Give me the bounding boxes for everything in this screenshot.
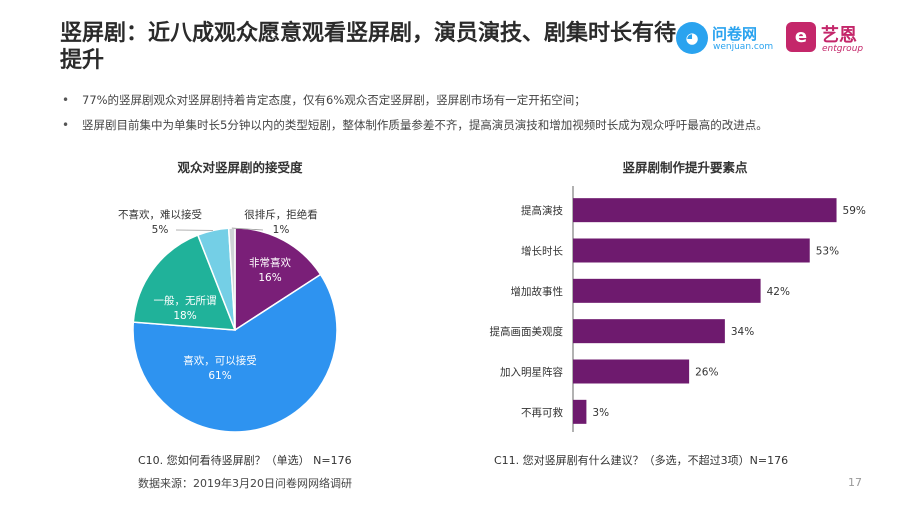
pie-slice-label: 喜欢，可以接受	[183, 354, 257, 367]
pie-slice-value: 1%	[273, 224, 290, 236]
wenjuan-logo-url: wenjuan.com	[713, 42, 774, 52]
slide-title: 竖屏剧：近八成观众愿意观看竖屏剧，演员演技、剧集时长有待提升	[60, 21, 677, 73]
pie-slice-label: 很排斥，拒绝看	[244, 208, 318, 221]
entgroup-logo-icon: e	[786, 22, 816, 52]
data-source: 数据来源：2019年3月20日问卷网网络调研	[138, 477, 352, 490]
wenjuan-logo: ◕ 问卷网 wenjuan.com	[676, 20, 780, 60]
pie-leader-line	[231, 227, 264, 231]
pie-slice	[132, 234, 237, 331]
pie-slice-value: 5%	[152, 224, 169, 236]
entgroup-logo-name: 艺恩	[821, 25, 857, 46]
entgroup-logo: e 艺恩 entgroup	[786, 20, 876, 60]
bullet-item: • 77%的竖屏剧观众对竖屏剧持着肯定态度，仅有6%观众否定竖屏剧，竖屏剧市场有…	[60, 92, 850, 108]
pie-chart-question: C10. 您如何看待竖屏剧？（单选） N=176	[138, 454, 352, 467]
bullet-text: 77%的竖屏剧观众对竖屏剧持着肯定态度，仅有6%观众否定竖屏剧，竖屏剧市场有一定…	[82, 93, 586, 107]
pie-slice	[132, 273, 338, 433]
pie-slice-value: 61%	[208, 370, 231, 382]
pie-slice-label: 一般，无所谓	[154, 294, 217, 307]
pie-slice-value: 18%	[173, 310, 196, 322]
pie-slice-label: 不喜欢，难以接受	[118, 208, 202, 221]
pie-slice-value: 16%	[258, 272, 281, 284]
bullet-dot-icon: •	[62, 118, 70, 132]
bullet-item: • 竖屏剧目前集中为单集时长5分钟以内的类型短剧，整体制作质量参差不齐，提高演员…	[60, 117, 850, 133]
pie-chart-title: 观众对竖屏剧的接受度	[177, 160, 303, 175]
bullet-dot-icon: •	[62, 93, 70, 107]
entgroup-logo-sub: entgroup	[822, 44, 864, 54]
summary-bullets: • 77%的竖屏剧观众对竖屏剧持着肯定态度，仅有6%观众否定竖屏剧，竖屏剧市场有…	[60, 92, 850, 142]
page-number: 17	[848, 476, 862, 489]
wenjuan-logo-name: 问卷网	[712, 25, 758, 43]
bar-chart-question: C11. 您对竖屏剧有什么建议？（多选，不超过3项）N=176	[494, 454, 789, 467]
pie-slice	[234, 227, 322, 332]
pie-slice-label: 非常喜欢	[249, 256, 291, 269]
bar-chart-title: 竖屏剧制作提升要素点	[622, 160, 748, 175]
bullet-text: 竖屏剧目前集中为单集时长5分钟以内的类型短剧，整体制作质量参差不齐，提高演员演技…	[82, 118, 768, 132]
partner-logos: ◕ 问卷网 wenjuan.com e 艺恩 entgroup	[676, 18, 876, 62]
wenjuan-logo-icon: ◕	[676, 22, 708, 54]
